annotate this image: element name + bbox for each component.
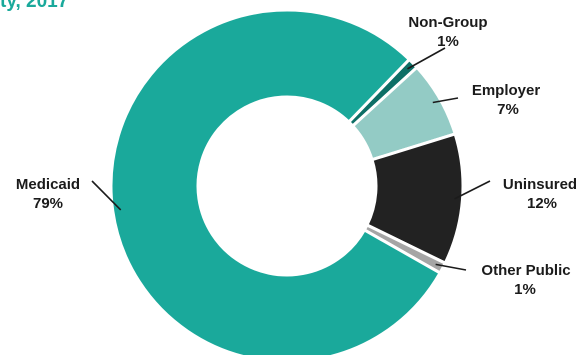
slice-medicaid: [109, 8, 442, 355]
slice-label-other-public: Other Public: [481, 262, 570, 279]
donut-slices: [109, 8, 465, 355]
leader-lines: [91, 47, 491, 271]
slice-value-uninsured: 12%: [527, 195, 557, 212]
slice-label-employer: Employer: [472, 82, 541, 99]
slice-label-non-group: Non-Group: [408, 14, 487, 31]
leader-line-uninsured: [454, 180, 491, 200]
chart-title: ty, 2017: [0, 0, 69, 12]
leader-line-other-public: [435, 263, 467, 271]
slice-value-medicaid: 79%: [33, 195, 63, 212]
slice-label-medicaid: Medicaid: [16, 176, 80, 193]
leader-line-employer: [432, 97, 459, 104]
slice-label-uninsured: Uninsured: [503, 176, 577, 193]
leader-line-non-group: [407, 47, 446, 70]
slice-value-other-public: 1%: [514, 281, 536, 298]
leader-line-medicaid: [91, 180, 122, 211]
slice-value-employer: 7%: [497, 101, 519, 118]
slice-value-non-group: 1%: [437, 33, 459, 50]
